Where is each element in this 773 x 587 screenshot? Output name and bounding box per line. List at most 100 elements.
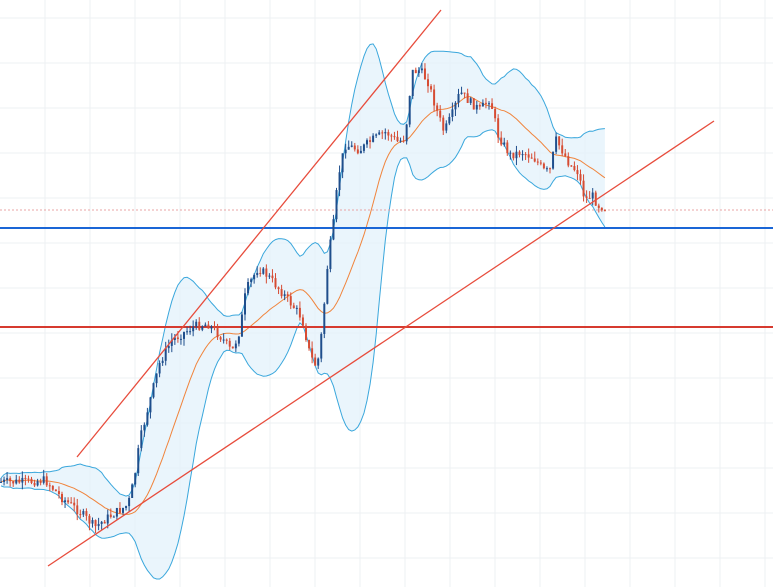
candle-body: [45, 476, 48, 486]
candle-body: [64, 500, 67, 503]
candle-body: [234, 343, 237, 349]
candle-body: [280, 289, 283, 297]
candle-body: [521, 154, 524, 156]
trendline-2: [47, 120, 715, 567]
candle-body: [378, 132, 381, 135]
candle-body: [567, 156, 570, 166]
candle-body: [237, 336, 240, 344]
candle-body: [527, 154, 530, 158]
candle-body: [39, 481, 42, 483]
candle-body: [179, 338, 182, 340]
candle-body: [381, 132, 384, 134]
candle-body: [427, 79, 429, 87]
candle-body: [106, 514, 109, 524]
candle-body: [128, 497, 131, 507]
candle-body: [484, 102, 487, 104]
candle-body: [320, 333, 323, 359]
candle-body: [85, 511, 88, 516]
candle-body: [271, 275, 274, 279]
candle-body: [384, 132, 387, 134]
candle-body: [588, 197, 591, 199]
candle-body: [402, 140, 405, 142]
candle-body: [57, 491, 60, 494]
candle-body: [94, 520, 97, 527]
candle-body: [423, 68, 426, 80]
candle-body: [24, 477, 27, 479]
candle-body: [265, 268, 268, 277]
candle-body: [0, 481, 2, 483]
candle-body: [414, 69, 417, 74]
candle-body: [570, 165, 573, 167]
candle-body: [15, 479, 18, 484]
candle-body: [54, 489, 57, 492]
candle-body: [369, 140, 372, 142]
candle-body: [222, 339, 225, 341]
candle-body: [97, 523, 100, 527]
candle-body: [298, 307, 301, 318]
candle-body: [137, 448, 140, 474]
candle-body: [347, 146, 350, 150]
candle-body: [33, 482, 36, 486]
candle-body: [176, 337, 179, 339]
candle-body: [253, 274, 256, 280]
candle-body: [240, 314, 243, 337]
candle-body: [512, 152, 515, 159]
candle-body: [442, 117, 445, 131]
candle-body: [112, 516, 115, 518]
candle-body: [36, 481, 39, 486]
candle-body: [594, 192, 597, 206]
candle-body: [256, 272, 259, 275]
candle-body: [109, 514, 112, 517]
candle-body: [457, 93, 460, 103]
candle-body: [186, 331, 189, 333]
candle-body: [332, 219, 335, 240]
candle-body: [289, 296, 292, 306]
candle-body: [82, 511, 85, 515]
candle-body: [564, 153, 567, 157]
candle-body: [295, 307, 298, 309]
candle-body: [115, 508, 118, 517]
candle-body: [561, 145, 564, 154]
candle-body: [433, 89, 436, 106]
candle-body: [228, 340, 231, 347]
candle-body: [3, 479, 6, 482]
candle-body: [250, 279, 253, 283]
candle-body: [491, 103, 494, 109]
candle-body: [262, 268, 265, 274]
candle-body: [353, 145, 356, 150]
candle-body: [408, 95, 411, 125]
candle-body: [167, 345, 170, 349]
candle-body: [12, 481, 15, 484]
candle-body: [305, 325, 307, 340]
candle-body: [448, 116, 451, 124]
candle-body: [317, 358, 320, 366]
candle-body: [603, 210, 606, 212]
candle-body: [301, 317, 304, 326]
candle-body: [216, 328, 219, 338]
candle-body: [445, 123, 448, 131]
candle-body: [143, 424, 146, 431]
candle-body: [292, 305, 295, 309]
candle-body: [362, 144, 365, 151]
candle-body: [213, 326, 216, 329]
candle-body: [103, 521, 106, 524]
candle-body: [475, 104, 478, 110]
candle-body: [189, 331, 192, 333]
candle-body: [192, 326, 195, 332]
candle-body: [356, 149, 359, 154]
candle-body: [558, 136, 561, 146]
candle-body: [146, 412, 149, 425]
candle-body: [76, 505, 79, 515]
bollinger-upper-band: [0, 43, 605, 497]
candle-body: [268, 275, 271, 277]
candle-body: [439, 110, 442, 118]
candle-body: [329, 239, 332, 270]
candle-body: [591, 192, 594, 199]
candle-body: [122, 508, 124, 513]
candle-body: [131, 484, 134, 498]
candle-body: [497, 118, 500, 138]
candle-body: [247, 282, 250, 294]
candle-body: [61, 493, 63, 503]
